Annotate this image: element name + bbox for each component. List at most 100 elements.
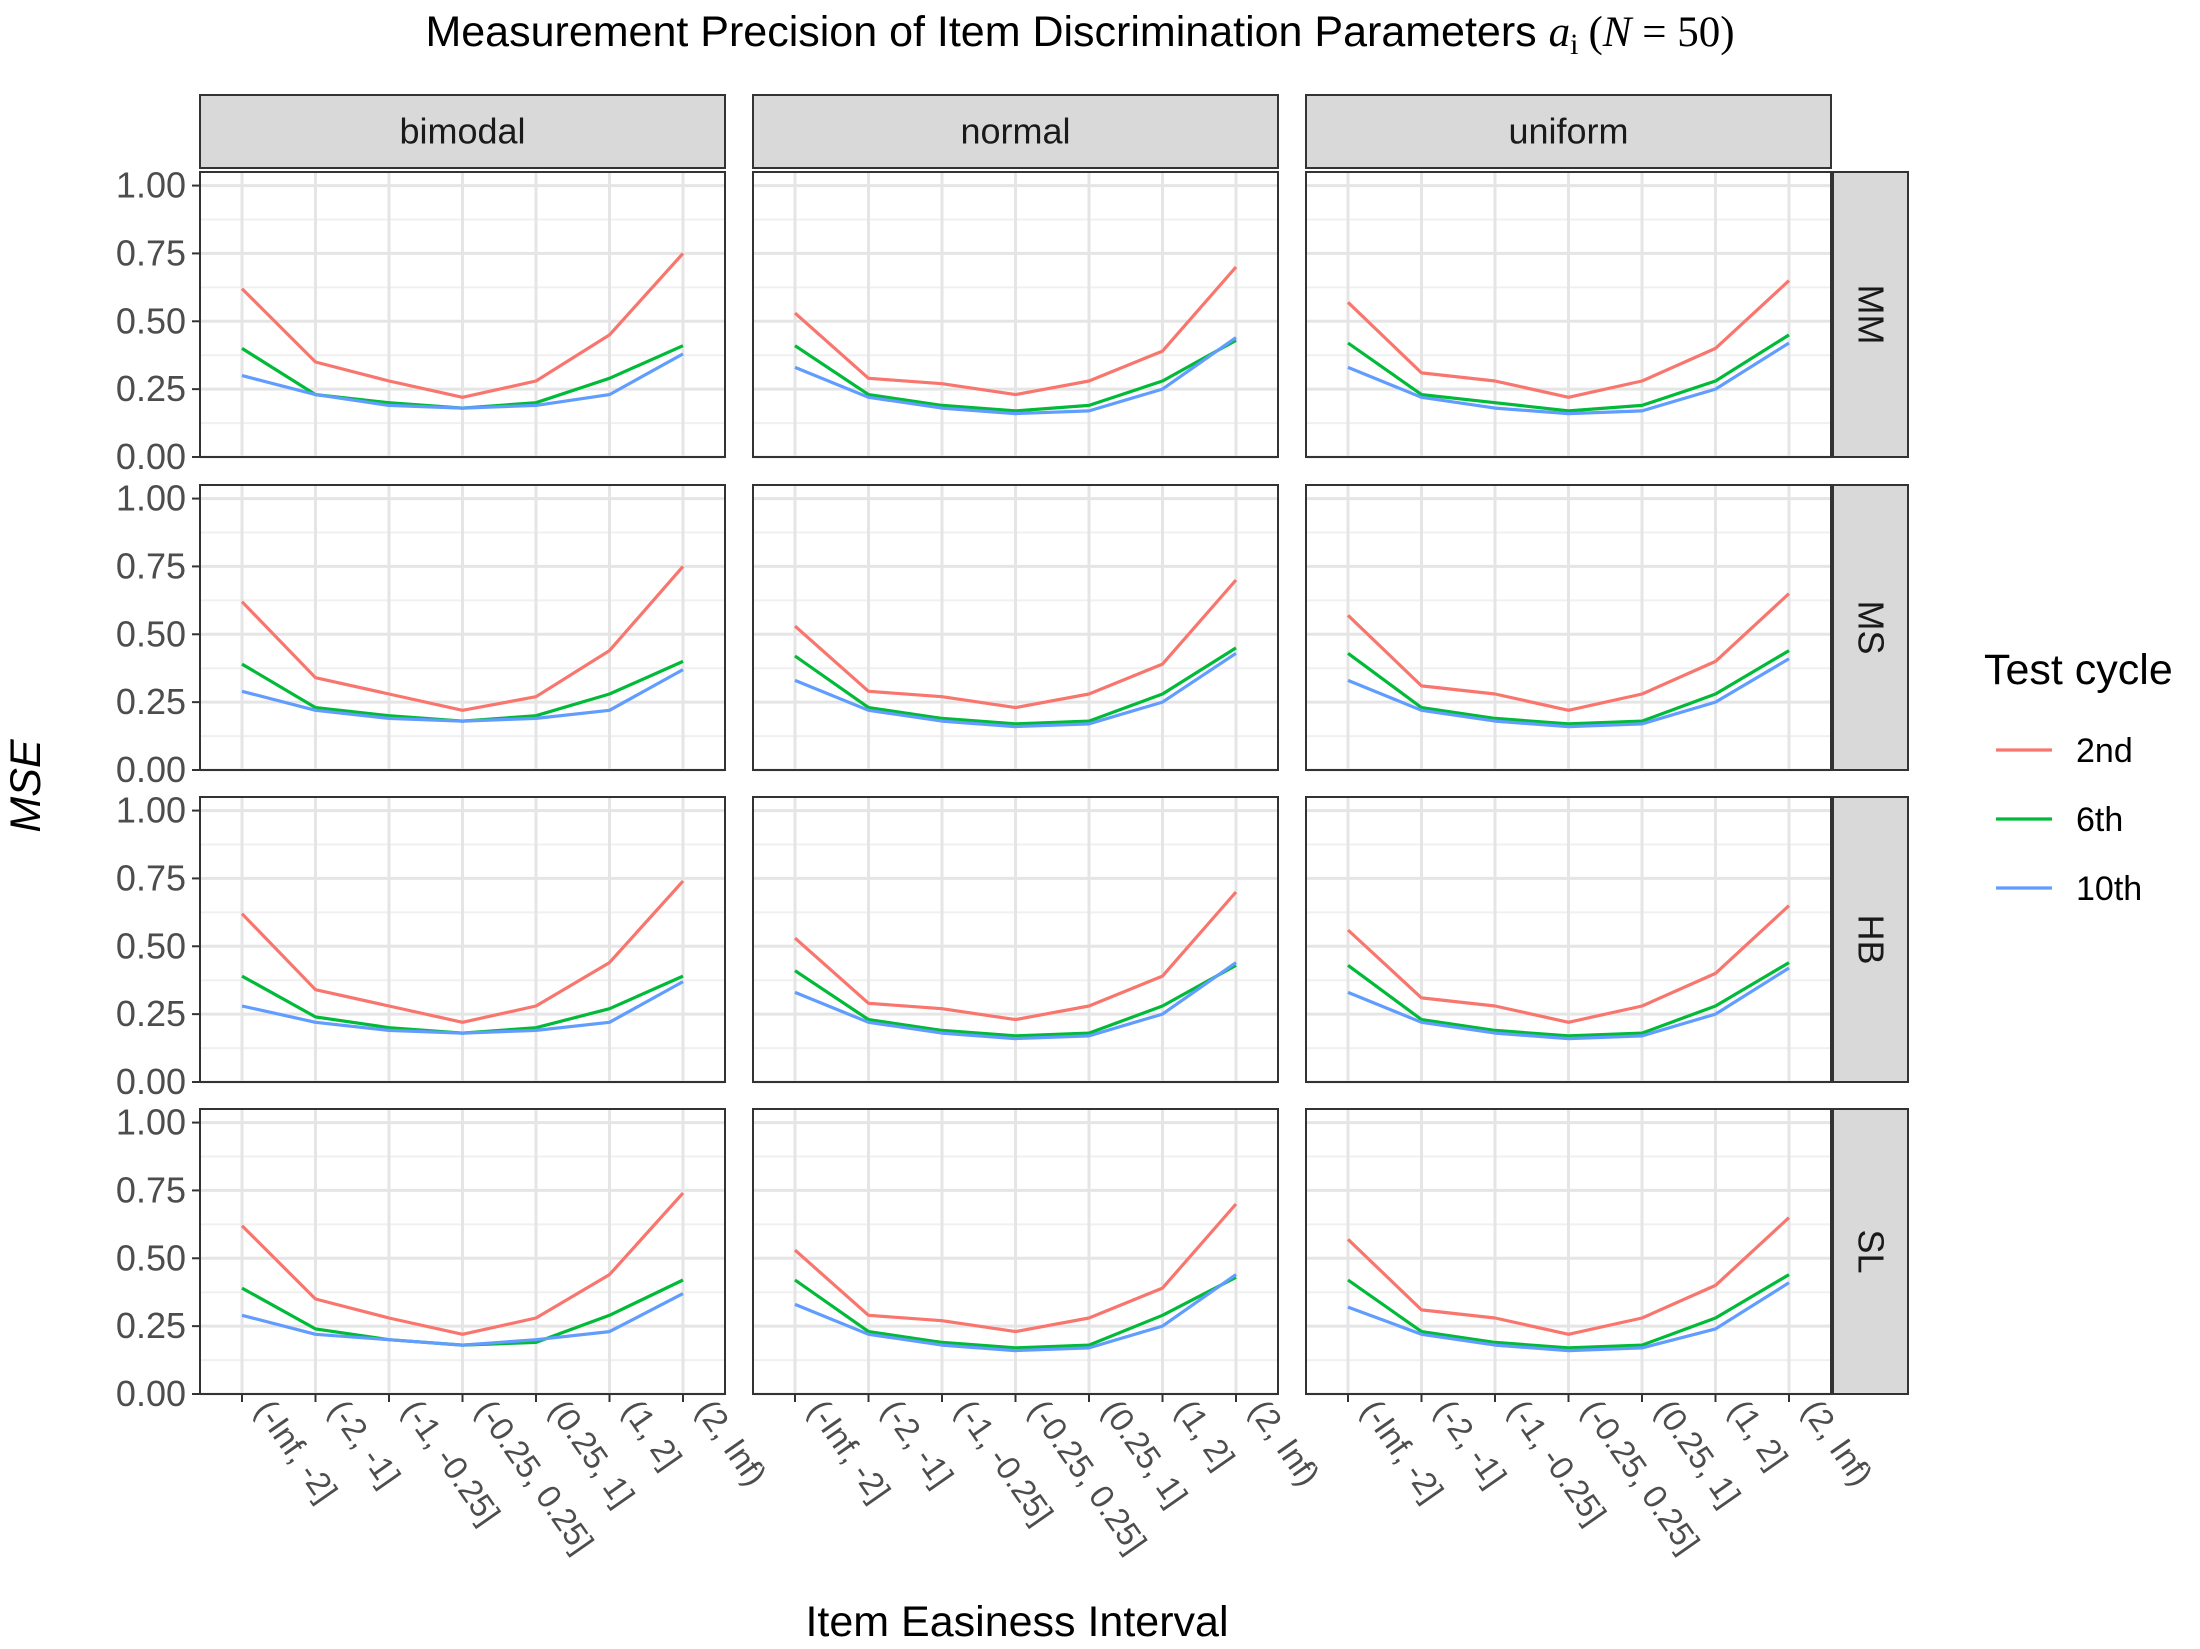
y-tick-label: 1.00 — [116, 790, 186, 831]
y-tick-label: 1.00 — [116, 1102, 186, 1143]
series-line-2nd — [1346, 1216, 1791, 1336]
panel-border — [752, 484, 1279, 771]
panel-MS-normal — [752, 484, 1279, 772]
y-tick-label: 0.25 — [116, 1305, 186, 1346]
row-strip-SL — [1832, 1108, 1909, 1395]
panel-MS-uniform — [1305, 484, 1832, 772]
x-tick-label: (2, Inf) — [689, 1393, 774, 1492]
col-strip-bimodal — [199, 94, 726, 169]
y-tick-label: 0.50 — [116, 1237, 186, 1278]
series-line-2nd — [240, 565, 685, 712]
facet-panels: bimodal normal uniform MM MS HB SL 0.00 0.25 0.50… — [116, 94, 1909, 1560]
series-line-10th — [794, 336, 1237, 416]
series-line-10th — [241, 1292, 684, 1347]
legend-label-10th: 10th — [2076, 870, 2142, 908]
col-strip-label: bimodal — [399, 111, 525, 152]
series-line-10th — [794, 961, 1237, 1041]
chart-title: Measurement Precision of Item Discrimina… — [425, 8, 1734, 61]
col-strip-label: normal — [960, 111, 1070, 152]
y-tick-label: 0.00 — [116, 749, 186, 790]
y-tick-label: 0.75 — [116, 857, 186, 898]
series-line-2nd — [793, 265, 1238, 397]
series-line-10th — [794, 1273, 1237, 1353]
row-strip-label: HB — [1851, 914, 1892, 964]
series-line-10th — [1347, 966, 1790, 1041]
y-axis-title: MSE — [2, 738, 50, 833]
series-line-6th — [794, 963, 1237, 1038]
row-strip-label: SL — [1851, 1229, 1892, 1273]
y-tick-label: 0.00 — [116, 436, 186, 477]
panel-MM-uniform — [1305, 171, 1832, 459]
x-tick-label: (2, Inf) — [1795, 1393, 1880, 1492]
series-line-6th — [1347, 333, 1790, 413]
y-tick-label: 0.25 — [116, 681, 186, 722]
series-line-2nd — [1346, 279, 1791, 399]
row-strip-label: MM — [1851, 285, 1892, 345]
y-tick-label: 1.00 — [116, 478, 186, 519]
legend: Test cycle 2nd 6th 10th — [1984, 646, 2173, 908]
series-line-2nd — [240, 252, 685, 399]
panel-HB-uniform — [1305, 796, 1832, 1084]
legend-label-6th: 6th — [2076, 801, 2123, 839]
panel-border — [752, 796, 1279, 1083]
series-line-2nd — [793, 1202, 1238, 1334]
series-line-6th — [794, 338, 1237, 413]
x-tick-label: (1, 2] — [616, 1393, 689, 1476]
legend-title: Test cycle — [1984, 646, 2173, 694]
y-tick-label: 0.25 — [116, 368, 186, 409]
row-strip-MS — [1832, 484, 1909, 771]
panel-HB-normal — [752, 796, 1279, 1084]
series-line-2nd — [793, 890, 1238, 1022]
row-strip-HB — [1832, 796, 1909, 1083]
panel-border — [1305, 171, 1832, 458]
y-tick-label: 1.00 — [116, 165, 186, 206]
series-line-6th — [794, 1275, 1237, 1350]
series-line-2nd — [240, 1192, 685, 1336]
series-line-6th — [1347, 649, 1790, 726]
y-tick-label: 0.00 — [116, 1061, 186, 1102]
y-tick-label: 0.75 — [116, 545, 186, 586]
x-tick-label: (1, 2] — [1722, 1393, 1795, 1476]
col-strip-uniform — [1305, 94, 1832, 169]
y-tick-label: 0.75 — [116, 1169, 186, 1210]
col-strip-normal — [752, 94, 1279, 169]
col-strip-label: uniform — [1508, 111, 1628, 152]
y-tick-label: 0.50 — [116, 300, 186, 341]
panel-border — [199, 796, 726, 1083]
y-tick-label: 0.50 — [116, 613, 186, 654]
series-line-10th — [1347, 1281, 1790, 1353]
panel-HB-bimodal: 0.00 0.25 0.50 0.75 1.00 — [116, 790, 726, 1102]
series-line-2nd — [793, 578, 1238, 710]
series-line-2nd — [1346, 592, 1791, 712]
panel-border — [199, 171, 726, 458]
panel-MM-bimodal: 0.00 0.25 0.50 0.75 1.00 — [116, 165, 726, 477]
y-tick-label: 0.25 — [116, 993, 186, 1034]
panel-SL-uniform: (-Inf, -2](-2, -1](-1, -0.25](-0.25, 0.2… — [1305, 1108, 1880, 1560]
y-tick-label: 0.75 — [116, 232, 186, 273]
x-tick-label: (1, 2] — [1169, 1393, 1242, 1476]
series-line-10th — [794, 651, 1237, 729]
panel-border — [199, 484, 726, 771]
series-line-6th — [1347, 961, 1790, 1038]
series-line-6th — [794, 646, 1237, 726]
series-line-10th — [241, 980, 684, 1035]
row-strip-MM — [1832, 171, 1909, 458]
series-line-6th — [1347, 1273, 1790, 1350]
series-line-2nd — [1346, 904, 1791, 1024]
series-line-10th — [241, 352, 684, 410]
series-line-10th — [1347, 341, 1790, 416]
series-line-2nd — [240, 880, 685, 1024]
row-strip-label: MS — [1851, 601, 1892, 655]
panel-border — [1305, 484, 1832, 771]
panel-SL-normal: (-Inf, -2](-2, -1](-1, -0.25](-0.25, 0.2… — [752, 1108, 1327, 1560]
legend-label-2nd: 2nd — [2076, 732, 2133, 770]
x-axis-title: Item Easiness Interval — [805, 1598, 1228, 1646]
x-tick-label: (2, Inf) — [1242, 1393, 1327, 1492]
y-tick-label: 0.50 — [116, 925, 186, 966]
y-tick-label: 0.00 — [116, 1373, 186, 1414]
panel-MS-bimodal: 0.00 0.25 0.50 0.75 1.00 — [116, 478, 726, 790]
series-line-10th — [1347, 657, 1790, 729]
panel-border — [1305, 796, 1832, 1083]
panel-MM-normal — [752, 171, 1279, 459]
